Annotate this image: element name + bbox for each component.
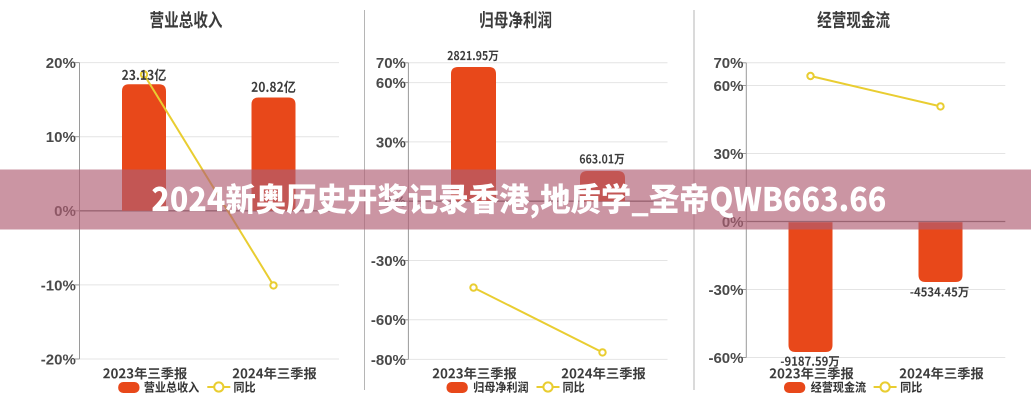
svg-text:-20%: -20%	[41, 351, 76, 368]
svg-text:-10%: -10%	[41, 277, 76, 294]
svg-text:10%: 10%	[46, 129, 76, 146]
svg-text:60%: 60%	[713, 78, 743, 95]
svg-text:30%: 30%	[713, 146, 743, 163]
svg-text:30%: 30%	[376, 134, 406, 151]
svg-text:-60%: -60%	[708, 350, 743, 367]
svg-text:-30%: -30%	[708, 282, 743, 299]
svg-text:-60%: -60%	[371, 312, 406, 329]
svg-text:20%: 20%	[46, 55, 76, 72]
svg-text:60%: 60%	[376, 75, 406, 92]
svg-text:-80%: -80%	[371, 352, 406, 369]
svg-text:-30%: -30%	[371, 253, 406, 270]
svg-text:70%: 70%	[713, 55, 743, 72]
svg-text:70%: 70%	[376, 55, 406, 72]
